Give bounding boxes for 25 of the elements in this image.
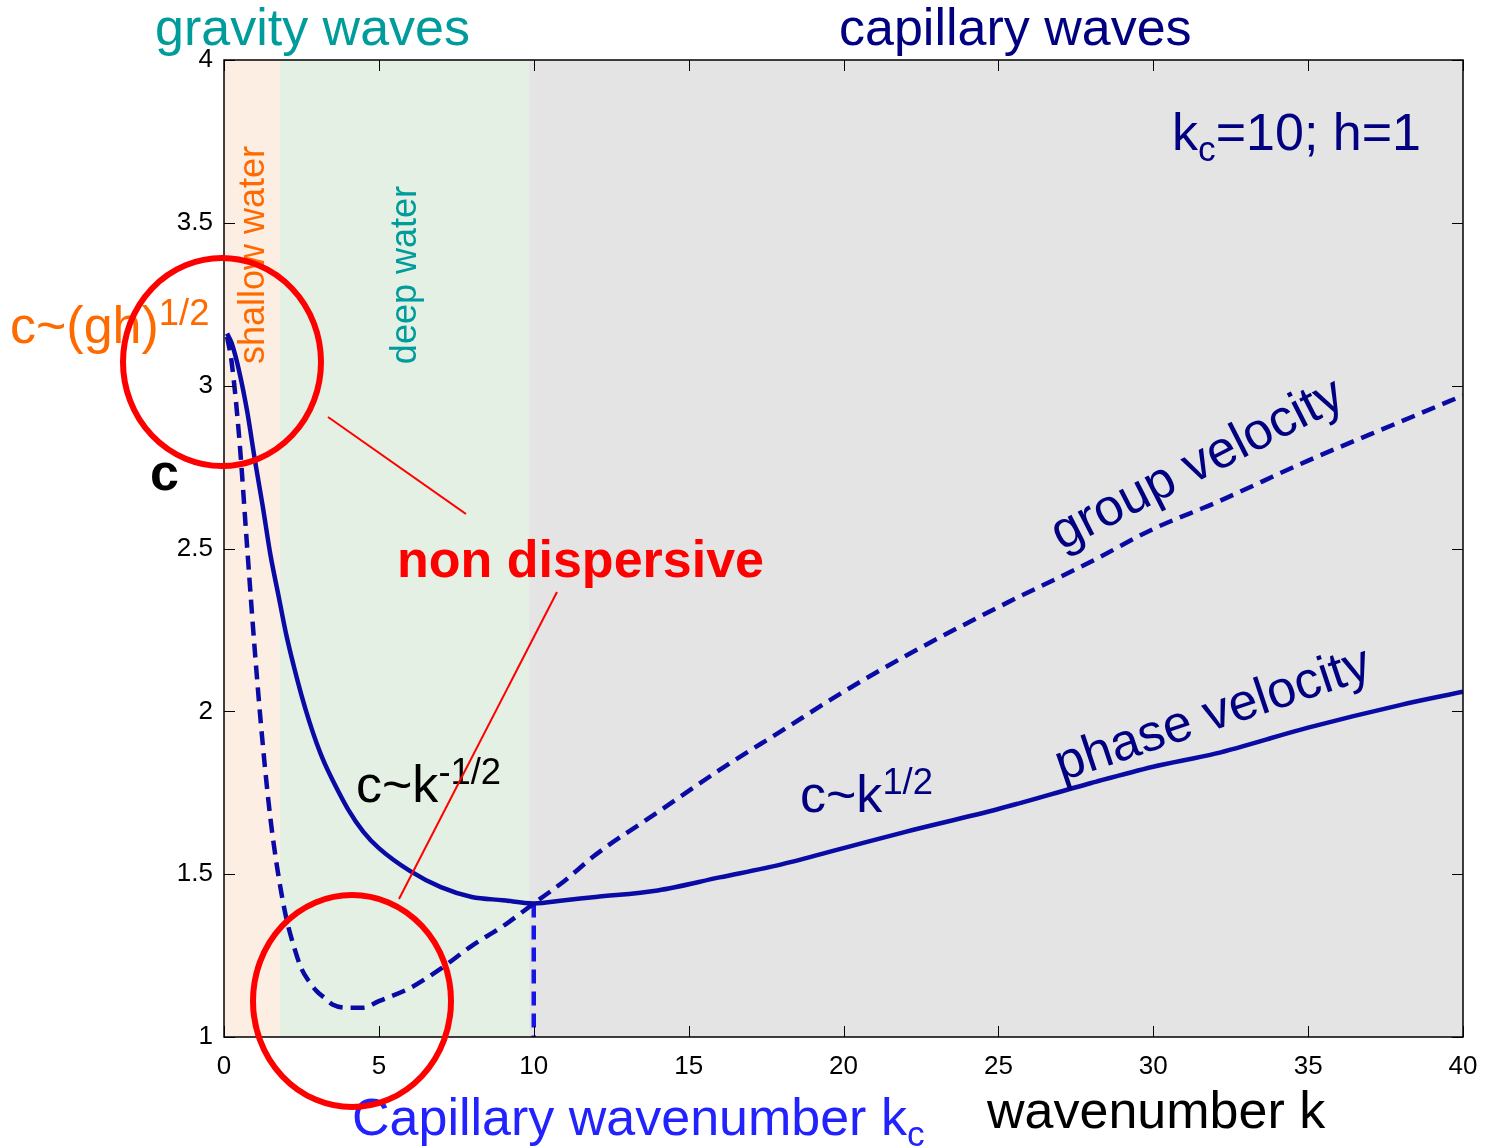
x-tick-label: 40 <box>1448 1049 1478 1080</box>
x-tick-label: 10 <box>519 1049 549 1080</box>
y-tick-label: 1.5 <box>176 857 213 888</box>
band-label: shallow water <box>230 146 272 365</box>
annotation: k$_{c}$=10; h=1 <box>1172 102 1421 169</box>
y-tick-label: 3.5 <box>176 206 213 237</box>
y-tick-label: 3 <box>198 368 213 399</box>
annotation: non dispersive <box>397 529 764 588</box>
y-tick-label: 2.5 <box>176 531 213 562</box>
x-tick-label: 35 <box>1293 1049 1323 1080</box>
y-tick-label: 1 <box>198 1020 213 1051</box>
x-axis-title: wavenumber k <box>987 1080 1326 1139</box>
text: capillary waves <box>839 0 1192 56</box>
y-axis-title: c <box>150 442 179 501</box>
text: Capillary wavenumber k$_{c}$ <box>352 1087 925 1148</box>
x-tick-label: 25 <box>983 1049 1013 1080</box>
x-tick-label: 0 <box>216 1049 232 1080</box>
x-tick-label: 15 <box>674 1049 704 1080</box>
x-tick-label: 30 <box>1138 1049 1168 1080</box>
annotation: c~k$^{1/2}$ <box>800 760 933 823</box>
x-tick-label: 20 <box>829 1049 858 1080</box>
y-tick-label: 2 <box>198 694 213 725</box>
x-tick-label: 5 <box>371 1049 387 1080</box>
band-label: deep water <box>383 186 425 365</box>
text: phase velocity <box>1046 632 1378 792</box>
